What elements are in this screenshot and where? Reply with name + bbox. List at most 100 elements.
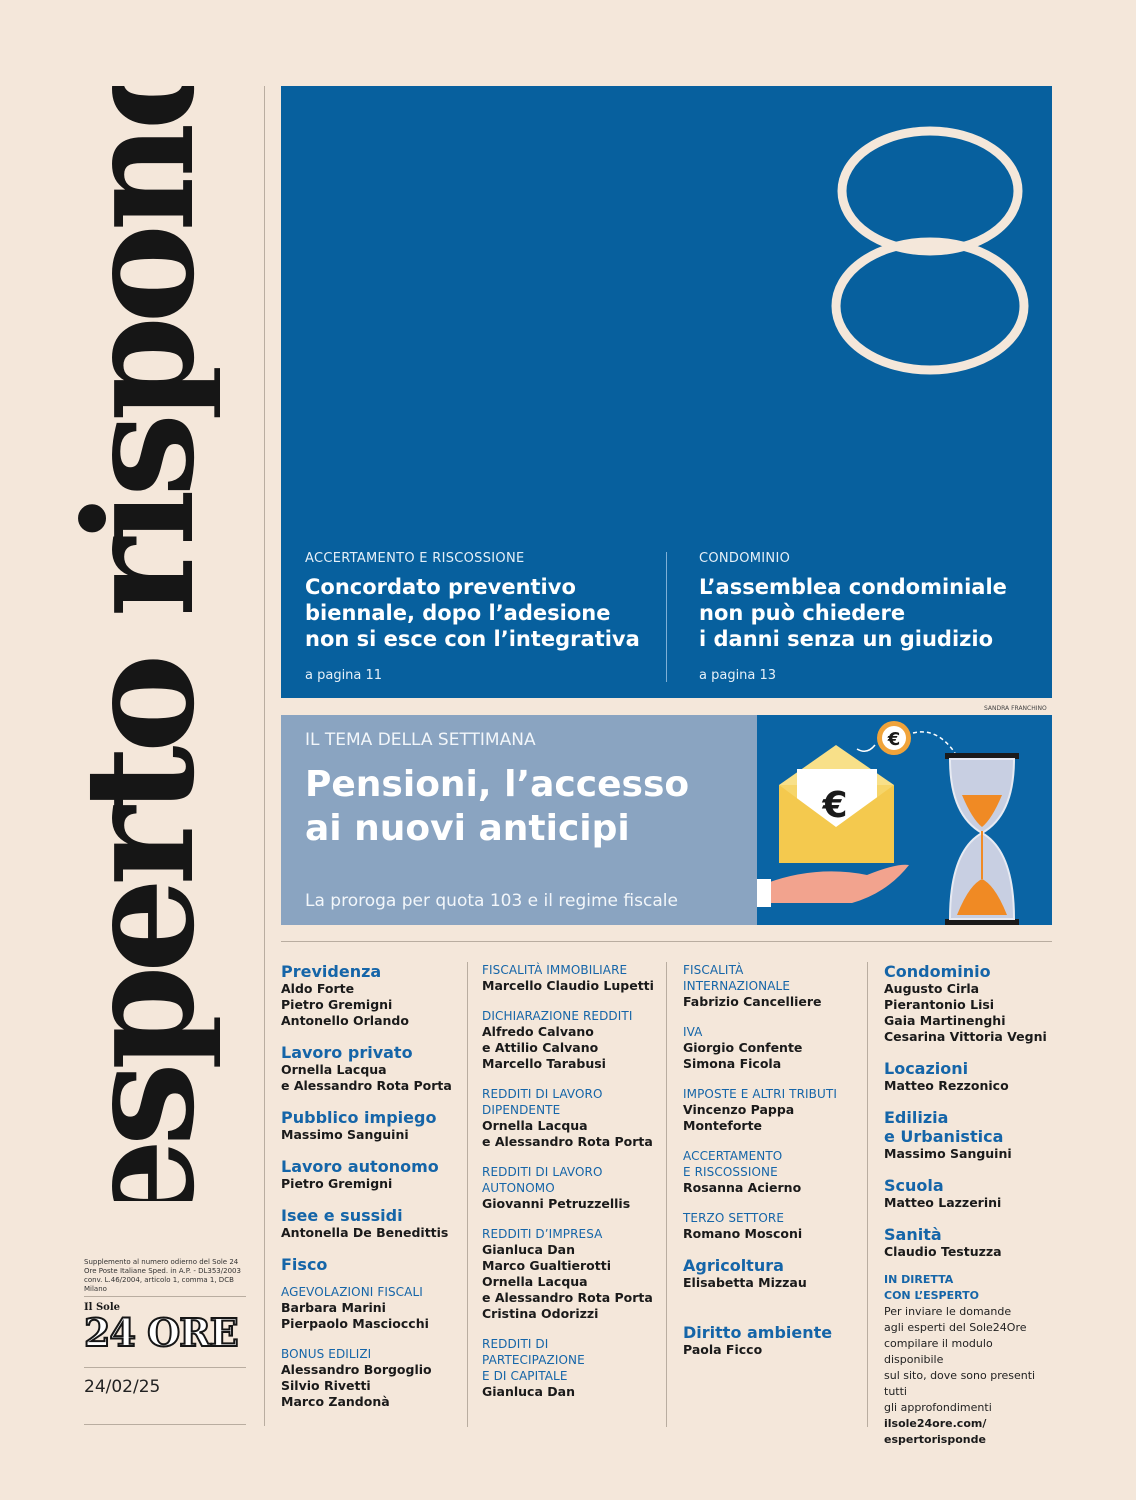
section-title: Pubblico impiego: [281, 1108, 437, 1127]
article-headline: Concordato preventivo biennale, dopo l’a…: [305, 575, 640, 651]
index-section[interactable]: Lavoro autonomo Pietro Gremigni: [281, 1157, 461, 1192]
tema-title: Pensioni, l’accesso ai nuovi anticipi: [305, 764, 690, 849]
divider: [84, 1367, 246, 1368]
svg-text:€: €: [887, 729, 901, 750]
masthead-title: L’esperto risponde: [60, 86, 220, 1201]
imprint-text: Supplemento al numero odierno del Sole 2…: [84, 1258, 241, 1293]
section-title: Condominio: [884, 962, 991, 981]
subsection-kicker: REDDITI DI LAVORO AUTONOMO: [482, 1165, 603, 1195]
index-subsection[interactable]: IMPOSTE E ALTRI TRIBUTI Vincenzo Pappa Mo…: [683, 1086, 853, 1134]
expert-names: Pietro Gremigni: [281, 1176, 393, 1191]
expert-names: Massimo Sanguini: [281, 1127, 409, 1142]
index-section[interactable]: Previdenza Aldo Forte Pietro Gremigni Anto…: [281, 962, 461, 1029]
expert-names: Claudio Testuzza: [884, 1244, 1002, 1259]
hero-divider: [666, 552, 667, 682]
index-section[interactable]: Diritto ambiente Paola Ficco: [683, 1323, 853, 1358]
index-section[interactable]: Scuola Matteo Lazzerini: [884, 1176, 1049, 1211]
masthead-area: L’esperto risponde: [60, 86, 220, 1201]
section-title: Edilizia e Urbanistica: [884, 1108, 1004, 1146]
article-kicker: CONDOMINIO: [699, 551, 791, 566]
vertical-divider: [264, 86, 265, 1426]
subsection-kicker: REDDITI DI LAVORO DIPENDENTE: [482, 1087, 603, 1117]
index-section[interactable]: Sanità Claudio Testuzza: [884, 1225, 1049, 1260]
column-divider: [467, 962, 468, 1427]
diretta-kicker: IN DIRETTA CON L’ESPERTO: [884, 1273, 979, 1302]
section-title: Sanità: [884, 1225, 942, 1244]
index-section[interactable]: Agricoltura Elisabetta Mizzau: [683, 1256, 853, 1291]
hero-article-right[interactable]: CONDOMINIO L’assemblea condominiale non …: [699, 551, 1039, 683]
index-subsection[interactable]: DICHIARAZIONE REDDITI Alfredo Calvano e A…: [482, 1008, 657, 1072]
expert-names: Alfredo Calvano e Attilio Calvano Marcello…: [482, 1024, 606, 1071]
section-title: Lavoro autonomo: [281, 1157, 439, 1176]
article-page-ref: a pagina 13: [699, 668, 777, 683]
envelope-hourglass-icon: € €: [757, 721, 1019, 925]
index-subsection[interactable]: REDDITI DI PARTECIPAZIONE E DI CAPITALE Gi…: [482, 1336, 657, 1400]
index-subsection[interactable]: REDDITI D’IMPRESA Gianluca Dan Marco Gual…: [482, 1226, 657, 1322]
subsection-kicker: FISCALITÀ IMMOBILIARE: [482, 963, 628, 977]
expert-names: Rosanna Acierno: [683, 1180, 802, 1195]
index-subsection[interactable]: REDDITI DI LAVORO AUTONOMO Giovanni Petru…: [482, 1164, 657, 1212]
subsection-kicker: FISCALITÀ INTERNAZIONALE: [683, 963, 791, 993]
index-section[interactable]: Locazioni Matteo Rezzonico: [884, 1059, 1049, 1094]
section-title: Locazioni: [884, 1059, 969, 1078]
section-title: Diritto ambiente: [683, 1323, 833, 1342]
index-section[interactable]: Condominio Augusto Cirla Pierantonio Lisi…: [884, 962, 1049, 1045]
index-subsection[interactable]: FISCALITÀ INTERNAZIONALE Fabrizio Cancell…: [683, 962, 853, 1010]
index-subsection[interactable]: AGEVOLAZIONI FISCALI Barbara Marini Pierp…: [281, 1284, 461, 1332]
diretta-box: IN DIRETTA CON L’ESPERTO Per inviare le d…: [884, 1272, 1049, 1448]
hero-panel: ACCERTAMENTO E RISCOSSIONE Concordato pr…: [281, 86, 1052, 698]
index-column-1: Previdenza Aldo Forte Pietro Gremigni Anto…: [281, 962, 461, 1424]
expert-names: Ornella Lacqua e Alessandro Rota Porta: [482, 1118, 653, 1149]
expert-names: Aldo Forte Pietro Gremigni Antonello Orlan…: [281, 981, 409, 1028]
subsection-kicker: ACCERTAMENTO E RISCOSSIONE: [683, 1149, 783, 1179]
column-divider: [867, 962, 868, 1427]
diretta-link[interactable]: ilsole24ore.com/espertorisponde: [884, 1417, 987, 1446]
expert-names: Vincenzo Pappa Monteforte: [683, 1102, 795, 1133]
section-title: Previdenza: [281, 962, 382, 981]
divider: [84, 1424, 246, 1425]
index-subsection[interactable]: BONUS EDILIZI Alessandro Borgoglio Silvio…: [281, 1346, 461, 1410]
expert-names: Ornella Lacqua e Alessandro Rota Porta: [281, 1062, 452, 1093]
article-headline: L’assemblea condominiale non può chieder…: [699, 575, 1007, 651]
hero-article-left[interactable]: ACCERTAMENTO E RISCOSSIONE Concordato pr…: [305, 551, 645, 683]
logo-24ore: 24 ORE: [83, 1310, 240, 1355]
index-subsection[interactable]: ACCERTAMENTO E RISCOSSIONE Rosanna Aciern…: [683, 1148, 853, 1196]
index-section[interactable]: Pubblico impiego Massimo Sanguini: [281, 1108, 461, 1143]
expert-names: Matteo Lazzerini: [884, 1195, 1002, 1210]
index-column-2: FISCALITÀ IMMOBILIARE Marcello Claudio L…: [482, 962, 657, 1414]
index-section[interactable]: Lavoro privato Ornella Lacqua e Alessandr…: [281, 1043, 461, 1094]
index-column-3: FISCALITÀ INTERNAZIONALE Fabrizio Cancell…: [683, 962, 853, 1372]
section-title: Isee e sussidi: [281, 1206, 403, 1225]
diretta-text: Per inviare le domande agli esperti del S…: [884, 1305, 1036, 1414]
tema-settimana-panel[interactable]: IL TEMA DELLA SETTIMANA Pensioni, l’acce…: [281, 715, 757, 925]
illustration-credit: SANDRA FRANCHINO: [984, 705, 1047, 712]
logo-small-text: Il Sole: [84, 1302, 121, 1313]
issue-date: 24/02/25: [84, 1377, 161, 1397]
subsection-kicker: IMPOSTE E ALTRI TRIBUTI: [683, 1087, 837, 1101]
issue-number-graphic: [831, 126, 1029, 375]
section-title: Scuola: [884, 1176, 944, 1195]
expert-names: Antonella De Benedittis: [281, 1225, 449, 1240]
index-subsection[interactable]: REDDITI DI LAVORO DIPENDENTE Ornella Lacq…: [482, 1086, 657, 1150]
subsection-kicker: IVA: [683, 1025, 703, 1039]
pension-illustration: € €: [757, 715, 1052, 925]
index-subsection[interactable]: TERZO SETTORE Romano Mosconi: [683, 1210, 853, 1242]
index-subsection[interactable]: FISCALITÀ IMMOBILIARE Marcello Claudio L…: [482, 962, 657, 994]
expert-names: Barbara Marini Pierpaolo Masciocchi: [281, 1300, 429, 1331]
index-column-4: Condominio Augusto Cirla Pierantonio Lisi…: [884, 962, 1049, 1462]
index-section[interactable]: Fisco: [281, 1255, 461, 1274]
expert-names: Alessandro Borgoglio Silvio Rivetti Marco …: [281, 1362, 432, 1409]
expert-names: Gianluca Dan: [482, 1384, 575, 1399]
subsection-kicker: BONUS EDILIZI: [281, 1347, 372, 1361]
divider: [84, 1296, 246, 1297]
expert-names: Romano Mosconi: [683, 1226, 803, 1241]
index-subsection[interactable]: IVA Giorgio Confente Simona Ficola: [683, 1024, 853, 1072]
subsection-kicker: TERZO SETTORE: [683, 1211, 785, 1225]
index-section[interactable]: Isee e sussidi Antonella De Benedittis: [281, 1206, 461, 1241]
expert-names: Giorgio Confente Simona Ficola: [683, 1040, 803, 1071]
svg-text:€: €: [821, 785, 847, 826]
tema-kicker: IL TEMA DELLA SETTIMANA: [305, 730, 536, 750]
subsection-kicker: AGEVOLAZIONI FISCALI: [281, 1285, 423, 1299]
index-section[interactable]: Edilizia e Urbanistica Massimo Sanguini: [884, 1108, 1049, 1162]
expert-names: Elisabetta Mizzau: [683, 1275, 807, 1290]
